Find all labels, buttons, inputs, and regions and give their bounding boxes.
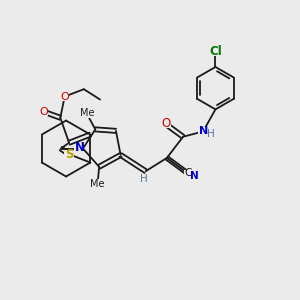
FancyBboxPatch shape — [61, 92, 69, 101]
Text: O: O — [40, 107, 49, 117]
Text: N: N — [74, 141, 84, 154]
Text: Me: Me — [90, 179, 105, 189]
FancyBboxPatch shape — [92, 179, 103, 187]
FancyBboxPatch shape — [184, 170, 197, 179]
Text: O: O — [60, 92, 69, 102]
Text: N: N — [199, 126, 208, 136]
FancyBboxPatch shape — [198, 127, 211, 136]
Text: O: O — [162, 117, 171, 130]
Text: C: C — [185, 168, 192, 178]
Text: Me: Me — [80, 108, 94, 118]
Text: Cl: Cl — [209, 45, 222, 58]
FancyBboxPatch shape — [64, 150, 74, 158]
FancyBboxPatch shape — [40, 108, 48, 116]
FancyBboxPatch shape — [141, 174, 147, 181]
Text: H: H — [207, 129, 215, 139]
FancyBboxPatch shape — [210, 48, 221, 56]
Text: N: N — [190, 171, 199, 181]
FancyBboxPatch shape — [74, 144, 83, 153]
FancyBboxPatch shape — [82, 110, 93, 118]
FancyBboxPatch shape — [162, 120, 171, 128]
Text: S: S — [65, 148, 74, 161]
Text: H: H — [140, 174, 148, 184]
